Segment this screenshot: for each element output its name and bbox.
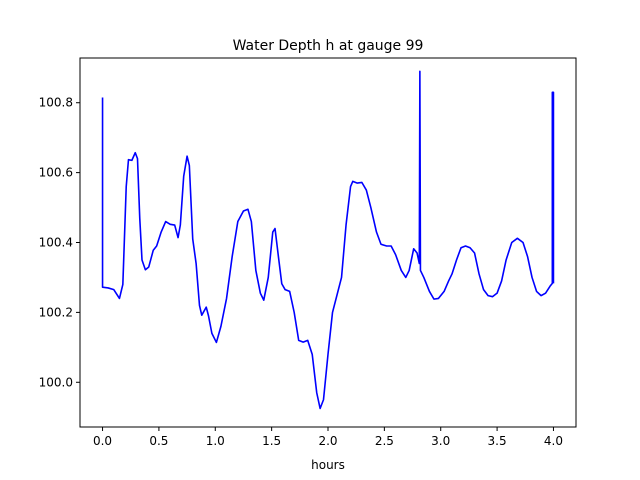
y-tick-label: 100.0 [39,375,73,389]
x-tick-label: 2.0 [318,434,337,448]
chart-title: Water Depth h at gauge 99 [233,38,424,54]
y-axis: 100.0 100.2 100.4 100.6 100.8 [39,96,80,389]
x-tick-label: 4.0 [544,434,563,448]
x-tick-label: 0.0 [93,434,112,448]
x-tick-label: 1.0 [206,434,225,448]
y-tick-label: 100.4 [39,236,73,250]
x-tick-label: 3.5 [488,434,507,448]
series-line-water-depth [101,70,555,410]
x-tick-label: 1.5 [262,434,281,448]
x-axis: 0.0 0.5 1.0 1.5 2.0 2.5 3.0 3.5 4.0 [93,427,563,448]
y-tick-label: 100.2 [39,305,73,319]
x-axis-label: hours [311,458,345,472]
y-tick-label: 100.6 [39,166,73,180]
x-tick-label: 0.5 [149,434,168,448]
x-tick-label: 3.0 [431,434,450,448]
x-tick-label: 2.5 [375,434,394,448]
y-tick-label: 100.8 [39,96,73,110]
